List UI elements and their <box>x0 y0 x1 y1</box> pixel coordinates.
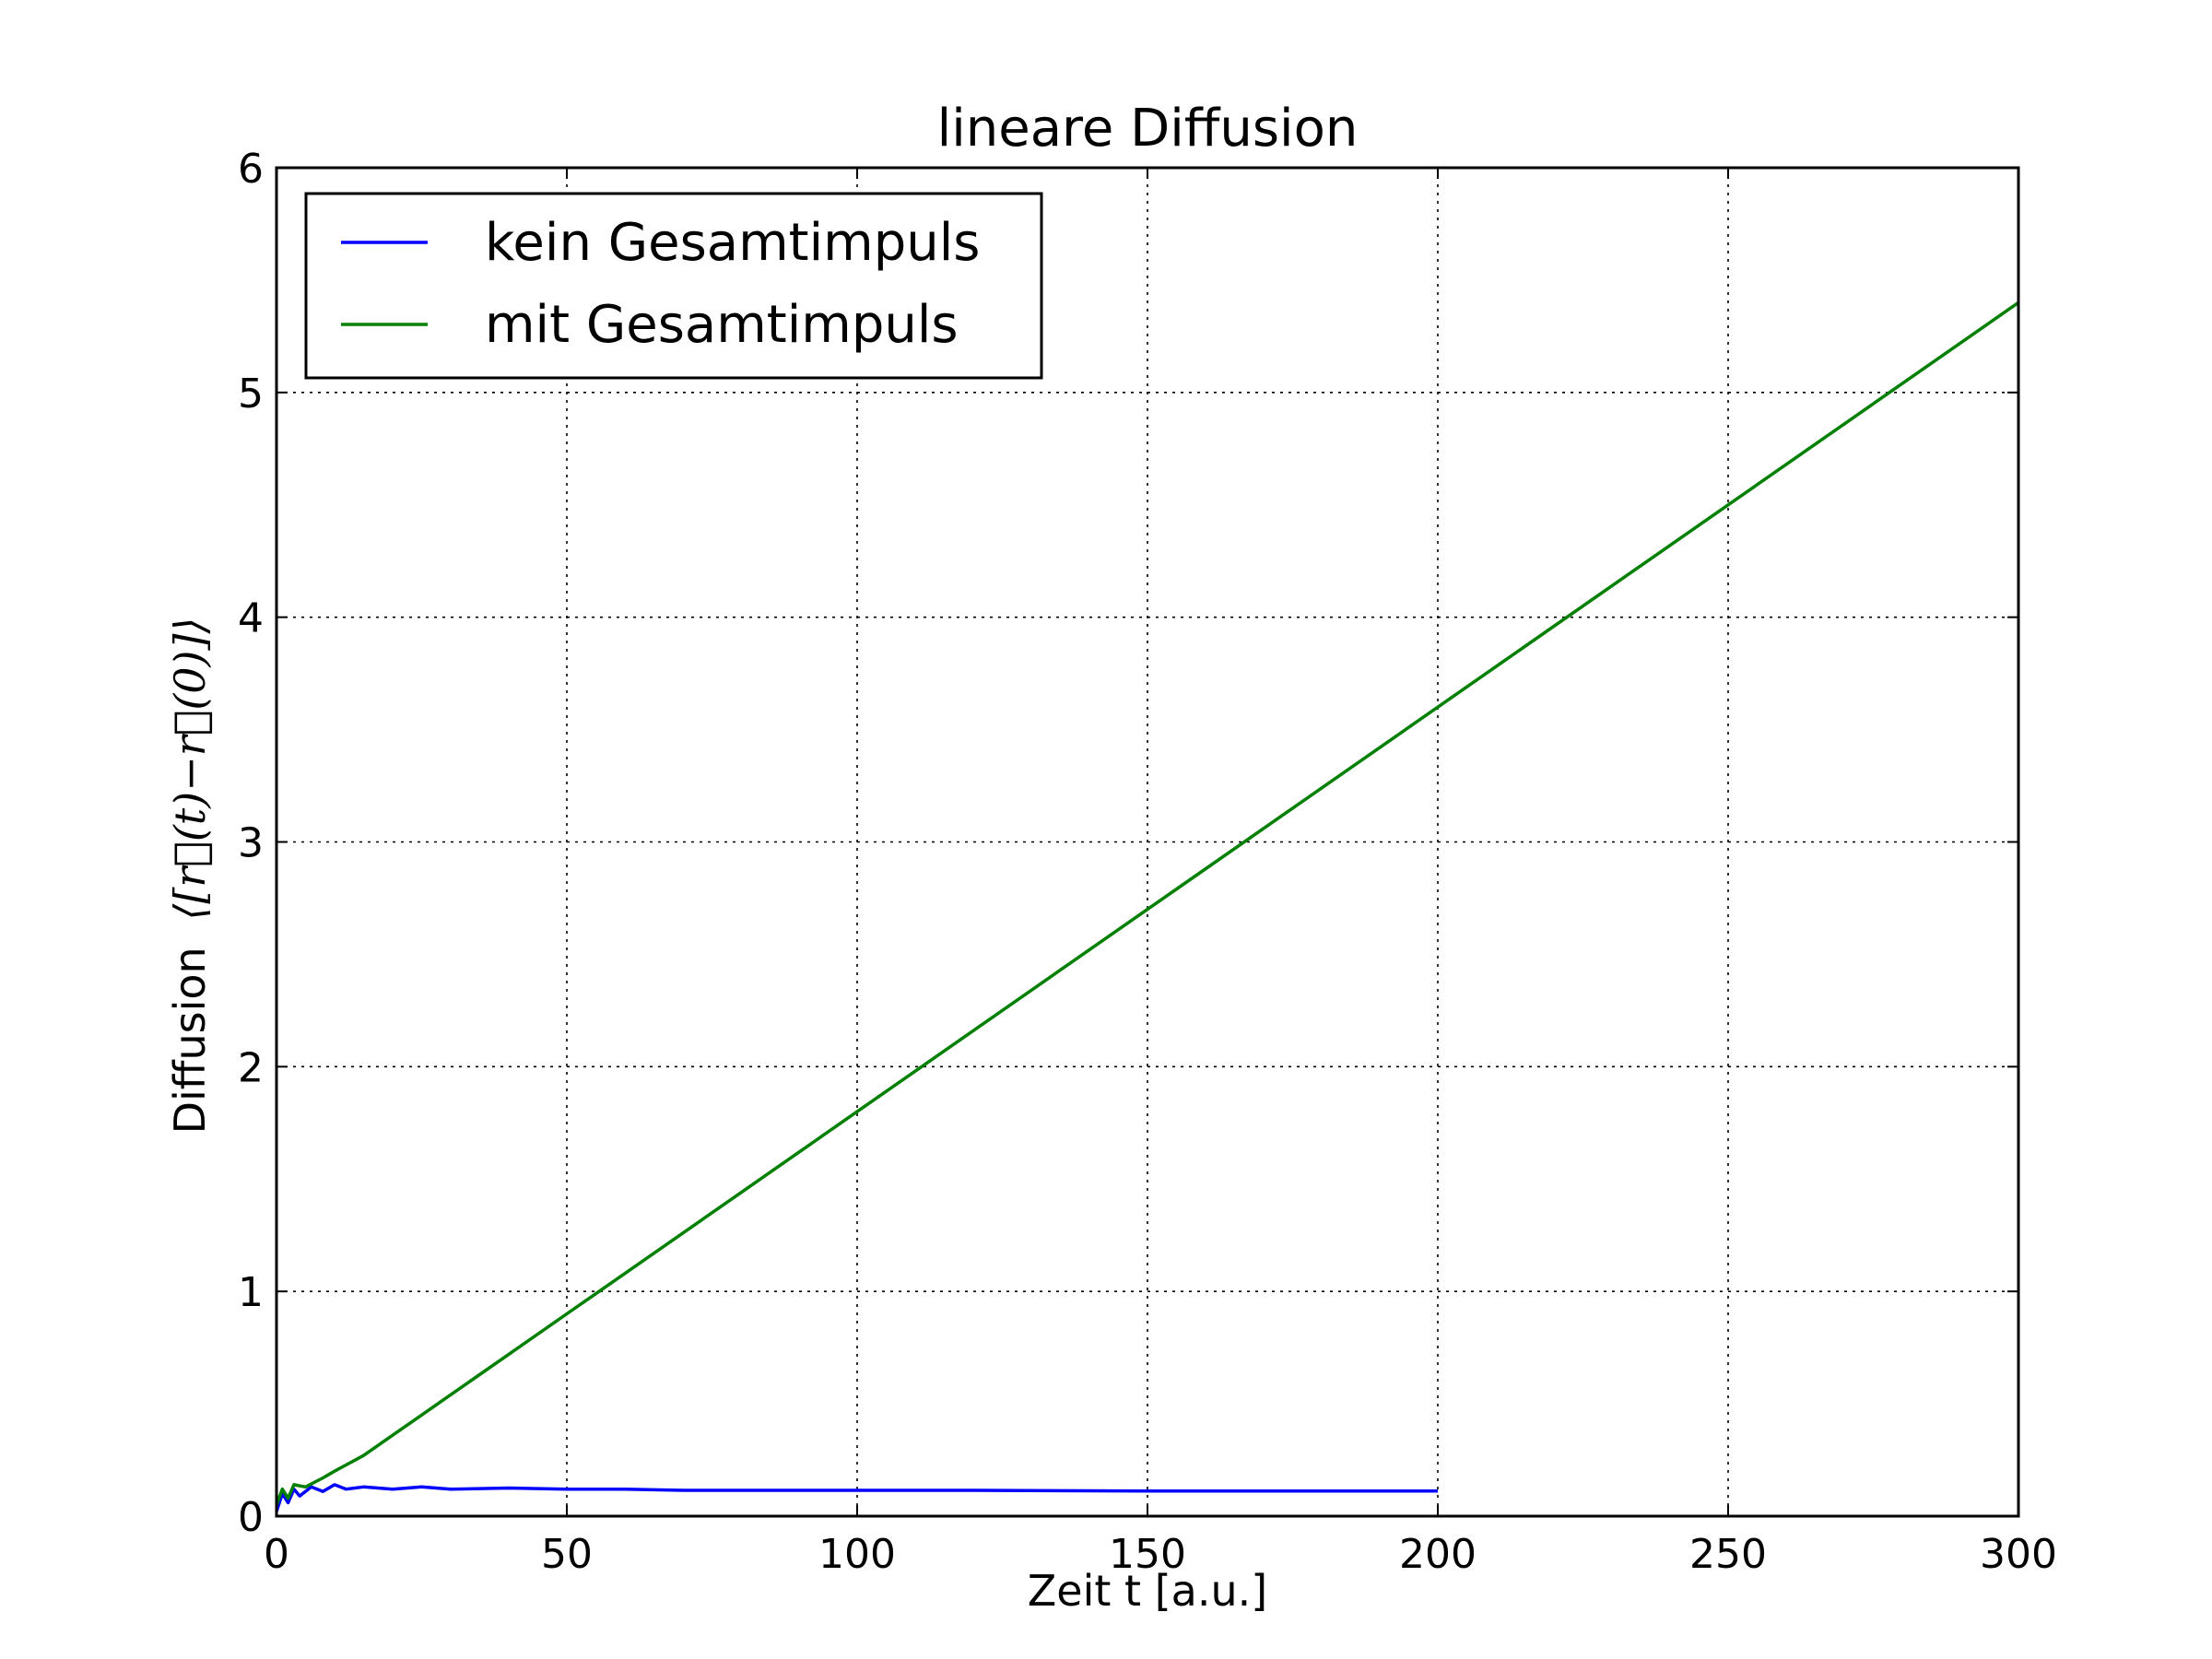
x-axis-label: Zeit t [a.u.] <box>1028 1566 1267 1616</box>
x-tick-label: 100 <box>818 1531 896 1578</box>
y-tick-label: 5 <box>238 371 264 418</box>
legend-label-kein-gesamtimpuls: kein Gesamtimpuls <box>485 213 980 273</box>
series-line-0 <box>275 1483 1438 1512</box>
x-tick-label: 300 <box>1980 1531 2057 1578</box>
y-tick-label: 3 <box>238 820 264 867</box>
ticks: 0 50 100 150 200 250 300 0 1 2 3 4 5 6 <box>238 146 2057 1578</box>
legend-label-mit-gesamtimpuls: mit Gesamtimpuls <box>485 295 959 355</box>
y-tick-label: 2 <box>238 1044 264 1091</box>
y-axis-label-text: Diffusion <box>165 947 215 1134</box>
y-axis-label-math: ⟨[r⃗(t)−r⃗(0)]⟩ <box>165 618 215 921</box>
y-tick-label: 6 <box>238 146 264 193</box>
x-tick-label: 50 <box>541 1531 593 1578</box>
x-tick-label: 200 <box>1399 1531 1477 1578</box>
series-line-1 <box>275 300 2020 1506</box>
chart-title: lineare Diffusion <box>937 99 1359 159</box>
y-tick-label: 0 <box>238 1494 264 1541</box>
y-tick-label: 1 <box>238 1269 264 1316</box>
x-tick-label: 0 <box>264 1531 289 1578</box>
legend-box <box>304 192 1043 380</box>
x-tick-label: 250 <box>1689 1531 1767 1578</box>
grid <box>276 168 2018 1516</box>
y-axis-label: Diffusion ⟨[r⃗(t)−r⃗(0)]⟩ <box>165 618 215 1135</box>
legend: kein Gesamtimpuls mit Gesamtimpuls <box>304 192 1043 380</box>
x-tick-label: 150 <box>1109 1531 1186 1578</box>
series-layer <box>275 300 2020 1512</box>
y-tick-label: 4 <box>238 595 264 642</box>
